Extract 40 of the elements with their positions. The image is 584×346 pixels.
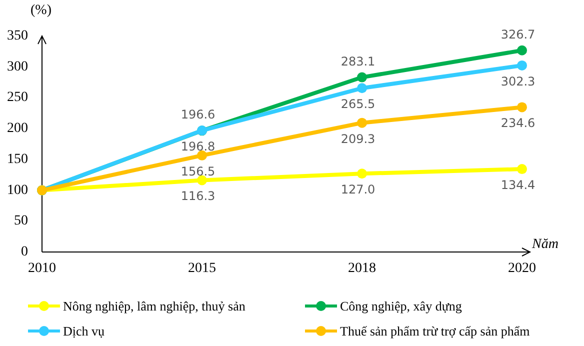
point [357,118,367,128]
data-label: 127.0 [340,182,376,197]
legend-label: Thuế sản phẩm trừ trợ cấp sản phẩm [340,324,530,338]
y-tick-label: 200 [7,121,28,136]
data-label: 134.4 [500,178,536,192]
data-label: 116.3 [180,189,216,204]
y-tick-label: 50 [14,214,28,229]
x-tick-label: 2010 [28,261,56,276]
y-tick-label: 300 [7,59,28,74]
point [357,83,367,94]
data-label: 196.8 [180,140,216,154]
data-label: 283.1 [340,54,376,68]
y-tick-label: 0 [21,244,28,260]
y-tick-label: 100 [7,182,28,198]
data-label: 265.5 [340,97,376,112]
point [357,168,367,179]
legend-label: Dịch vụ [63,324,106,338]
point [517,45,527,56]
y-tick-label: 350 [7,28,28,44]
data-label: 209.3 [340,132,376,146]
data-label: 196.6 [180,108,216,122]
legend-label: Công nghiệp, xây dựng [340,298,462,314]
data-label: 326.7 [500,27,536,42]
point [197,175,207,186]
point [517,164,527,174]
data-label: 234.6 [500,116,536,130]
y-tick-label: 150 [7,152,28,167]
x-axis-title: Năm [531,237,558,252]
legend-label: Nông nghiệp, lâm nghiệp, thuỷ sản [63,298,246,314]
point [197,150,207,160]
point [517,60,527,70]
point [517,102,527,112]
x-tick-label: 2018 [348,261,376,276]
data-label: 156.5 [180,164,216,178]
point [357,72,367,82]
x-tick-label: 2015 [188,261,216,276]
y-tick-label: 250 [7,90,28,106]
x-tick-label: 2020 [508,261,536,276]
data-label: 302.3 [500,74,536,88]
y-axis-title: (%) [30,3,52,18]
